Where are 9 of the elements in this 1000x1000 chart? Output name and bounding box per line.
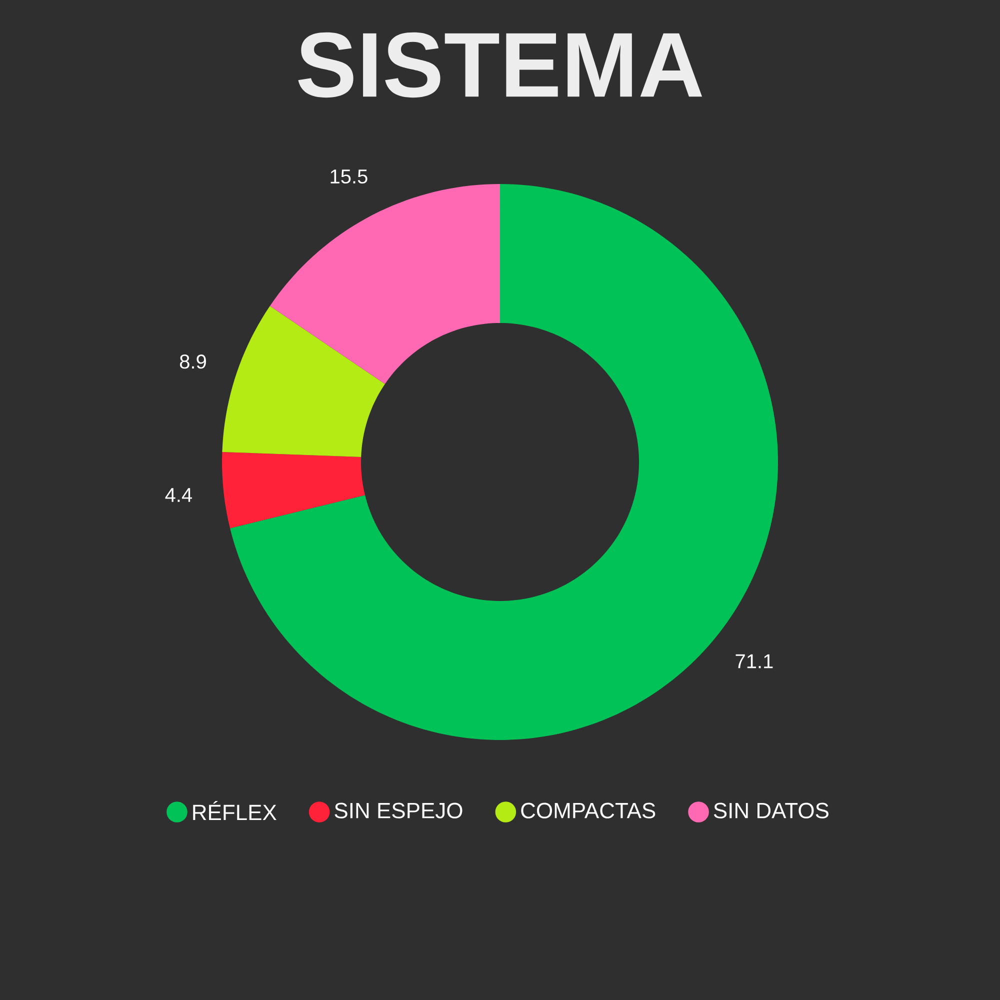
data-label: 15.5 <box>330 170 368 184</box>
data-label: 4.4 <box>165 488 192 502</box>
legend-label: COMPACTAS <box>521 802 656 818</box>
chart-title: SISTEMA <box>298 32 702 98</box>
data-label: 71.1 <box>736 654 773 668</box>
data-label: 8.9 <box>180 354 206 369</box>
legend-label: SIN ESPEJO <box>334 802 462 818</box>
legend-label: SIN DATOS <box>714 802 828 818</box>
legend-label: RÉFLEX <box>193 800 276 820</box>
